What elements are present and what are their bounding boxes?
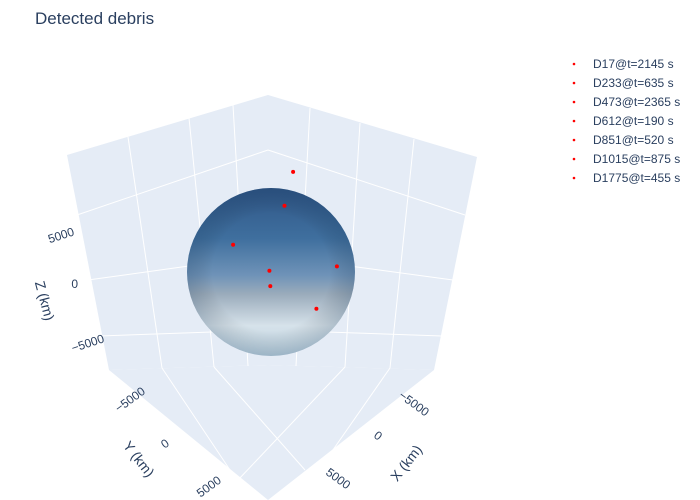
- legend-item-5[interactable]: D1015@t=875 s: [572, 152, 681, 166]
- legend-item-4[interactable]: D851@t=520 s: [572, 133, 674, 147]
- grid-left-v1: [127, 136, 163, 369]
- z-tick-5000: 5000: [46, 224, 76, 246]
- legend-item-2[interactable]: D473@t=2365 s: [572, 95, 681, 109]
- x-tick-0: 0: [371, 428, 385, 443]
- sphere-shade: [187, 188, 355, 356]
- debris-point-1[interactable]: [282, 203, 287, 208]
- z-tick-neg5000: −5000: [70, 331, 107, 355]
- legend-marker: [572, 62, 576, 66]
- legend-marker: [572, 119, 576, 123]
- legend-item-0[interactable]: D17@t=2145 s: [572, 57, 674, 71]
- legend-label: D612@t=190 s: [593, 114, 674, 128]
- grid-floor-1: [161, 367, 231, 471]
- legend-item-6[interactable]: D1775@t=455 s: [572, 171, 681, 185]
- debris-markers: [231, 169, 339, 311]
- z-tick-0: 0: [71, 277, 78, 291]
- grid-floor-2: [213, 366, 306, 471]
- debris-point-6[interactable]: [314, 306, 319, 311]
- legend-label: D1015@t=875 s: [593, 152, 680, 166]
- y-tick-5000: 5000: [194, 473, 224, 500]
- debris-point-3[interactable]: [231, 242, 236, 247]
- legend: D17@t=2145 s D233@t=635 s D473@t=2365 s D61…: [572, 57, 681, 185]
- axis-planes: [67, 95, 477, 500]
- grid-floor-4: [237, 366, 346, 481]
- legend-marker: [572, 157, 576, 161]
- grid-right-h1: [267, 149, 466, 216]
- legend-marker: [572, 100, 576, 104]
- debris-point-0[interactable]: [291, 169, 296, 174]
- earth-sphere: [187, 188, 355, 356]
- debris-point-5[interactable]: [268, 284, 273, 289]
- legend-label: D473@t=2365 s: [593, 95, 680, 109]
- legend-item-1[interactable]: D233@t=635 s: [572, 76, 674, 90]
- legend-marker: [572, 138, 576, 142]
- legend-label: D1775@t=455 s: [593, 171, 680, 185]
- legend-label: D851@t=520 s: [593, 133, 674, 147]
- legend-marker: [572, 176, 576, 180]
- z-axis-label: Z (km): [32, 279, 58, 322]
- grid-right-v2: [344, 122, 361, 368]
- x-tick-neg5000: −5000: [396, 388, 432, 419]
- x-axis-label: X (km): [387, 442, 425, 484]
- y-tick-0: 0: [158, 436, 172, 451]
- grid-left-h1: [76, 149, 269, 216]
- debris-point-2[interactable]: [334, 264, 339, 269]
- legend-item-3[interactable]: D612@t=190 s: [572, 114, 674, 128]
- legend-label: D17@t=2145 s: [593, 57, 674, 71]
- debris-point-4[interactable]: [267, 268, 272, 273]
- grid-floor-3: [311, 367, 391, 481]
- legend-marker: [572, 81, 576, 85]
- legend-label: D233@t=635 s: [593, 76, 674, 90]
- x-tick-5000: 5000: [323, 465, 353, 492]
- chart-title: Detected debris: [35, 9, 154, 28]
- grid-right-v3: [389, 138, 415, 369]
- y-tick-neg5000: −5000: [112, 384, 148, 415]
- y-axis-label: Y (km): [120, 438, 158, 480]
